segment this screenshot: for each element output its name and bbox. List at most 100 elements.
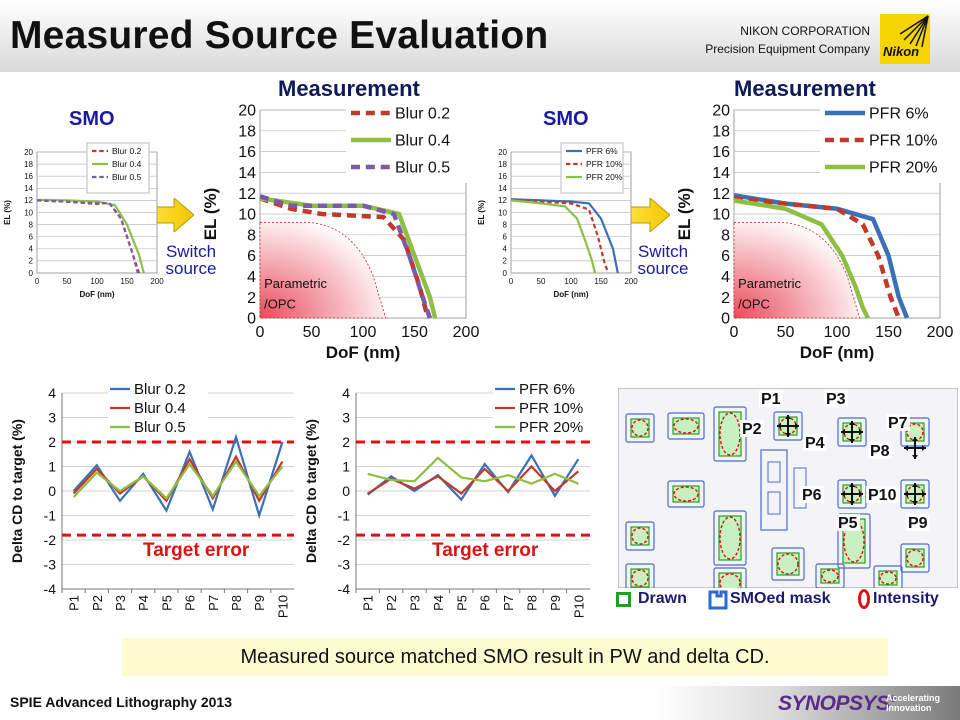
smo-mask-shape — [900, 543, 930, 573]
x-tick-label: P3 — [113, 595, 128, 611]
y-tick-label: 0 — [342, 483, 350, 499]
synopsys-logo: SYNOPSYS® Accelerating Innovation — [656, 686, 960, 720]
x-tick-label: P5 — [454, 595, 469, 611]
conference-label: SPIE Advanced Lithography 2013 — [10, 694, 232, 710]
cross-arrowhead — [859, 429, 863, 435]
parametric-opc-region — [733, 221, 861, 319]
smo-mask-shape — [625, 563, 655, 588]
x-tick-label: 0 — [256, 324, 265, 341]
cross-arrowhead — [849, 501, 855, 505]
drawn-shape — [630, 568, 650, 588]
smo-mask-shape — [625, 521, 655, 551]
y-tick-label: 2 — [48, 434, 56, 450]
switch-source-right: Switch source — [630, 243, 696, 277]
smo-mask-shape — [767, 491, 781, 515]
contact-feature — [815, 563, 845, 588]
x-tick-label: P8 — [229, 595, 244, 611]
x-tick-label: 150 — [401, 324, 428, 341]
x-tick-label: P1 — [67, 595, 82, 611]
measurement-cross-icon — [841, 483, 863, 505]
nikon-logo: Nikon — [880, 14, 930, 64]
x-tick-label: 150 — [875, 324, 902, 341]
point-label-bg — [803, 434, 827, 451]
legend-label: PFR 20% — [586, 172, 623, 182]
y-tick-label: 6 — [247, 248, 256, 265]
contact-feature — [625, 413, 655, 443]
y-tick-label: 18 — [24, 160, 33, 169]
intensity-contour — [719, 573, 741, 588]
x-axis-title: DoF (nm) — [553, 290, 588, 299]
y-tick-label: 6 — [503, 233, 508, 242]
legend-label: PFR 20% — [869, 160, 937, 177]
cross-arrowhead — [904, 491, 908, 497]
intensity-contour — [631, 527, 649, 545]
switch-line1: Switch — [637, 242, 689, 261]
legend-intensity: Intensity — [873, 590, 939, 607]
legend-label: PFR 6% — [586, 146, 618, 156]
cross-arrowhead — [849, 421, 855, 425]
cross-arrowhead — [785, 415, 791, 419]
x-tick-label: 150 — [120, 277, 134, 286]
drawn-shape — [672, 485, 700, 503]
series-line — [259, 194, 433, 319]
point-label: P4 — [805, 435, 825, 452]
intensity-contour — [879, 571, 897, 585]
legend-drawn: Drawn — [638, 590, 687, 607]
point-label-bg — [886, 414, 910, 431]
x-tick-label: P5 — [159, 595, 174, 611]
cross-arrowhead — [912, 437, 918, 441]
y-tick-label: 18 — [498, 160, 507, 169]
y-tick-label: 20 — [712, 103, 730, 120]
y-tick-label: 14 — [712, 165, 730, 182]
x-tick-label: P9 — [252, 595, 267, 611]
cross-arrowhead — [912, 483, 918, 487]
legend: Blur 0.2 Blur 0.4 Blur 0.5 — [86, 142, 150, 194]
switch-line1: Switch — [165, 242, 217, 261]
y-axis-title: EL (%) — [201, 188, 220, 241]
y-tick-label: 8 — [721, 227, 730, 244]
y-tick-label: 10 — [238, 207, 256, 224]
y-tick-label: 0 — [503, 269, 508, 278]
synopsys-brand-mark: ® — [889, 694, 897, 704]
legend-label: Blur 0.2 — [134, 381, 186, 398]
legend-box — [86, 142, 150, 194]
y-tick-label: 4 — [247, 269, 256, 286]
y-tick-label: 20 — [498, 148, 507, 157]
drawn-shape — [630, 418, 650, 438]
series-line — [510, 199, 597, 274]
drawn-swatch-icon — [616, 592, 631, 607]
smo-mask-shape — [900, 479, 930, 509]
contact-feature — [713, 510, 747, 566]
chart-delta-cd-blur: -4 -3 -2 -1 0 1 2 3 4 P1 P2 P3 P4 P5 P6 P7 P8 P9 P10 Target… — [9, 380, 294, 618]
synopsys-brand-text: SYNOPSYS — [778, 692, 890, 715]
x-axis-title: DoF (nm) — [326, 343, 401, 362]
smo-mask-shape — [713, 510, 747, 566]
y-tick-label: 14 — [238, 165, 256, 182]
point-label: P8 — [870, 443, 890, 460]
x-tick-label: P7 — [206, 595, 221, 611]
contact-feature — [900, 543, 930, 573]
smo-mask-shape — [713, 567, 747, 588]
parametric-label: /OPC — [738, 297, 770, 312]
y-tick-label: 12 — [498, 196, 507, 205]
y-tick-label: 0 — [247, 311, 256, 328]
y-tick-label: 10 — [712, 207, 730, 224]
point-label-bg — [824, 390, 848, 407]
legend: Blur 0.2 Blur 0.4 Blur 0.5 — [108, 380, 208, 436]
legend: PFR 6% PFR 10% PFR 20% — [820, 98, 944, 183]
y-tick-label: -3 — [338, 557, 351, 573]
page-title: Measured Source Evaluation — [10, 14, 549, 57]
y-tick-label: 4 — [342, 385, 350, 401]
measurement-title-right: Measurement — [734, 76, 876, 101]
contact-feature — [625, 521, 655, 551]
drawn-shape — [630, 526, 650, 546]
point-label: P1 — [761, 391, 781, 408]
intensity-contour — [631, 569, 649, 587]
mask-layout-image: P1 P2 P3 P4 P5 P6 P7 P8 P9 P10 — [618, 388, 958, 588]
y-tick-label: 1 — [48, 459, 56, 475]
legend-label: Blur 0.4 — [395, 133, 450, 150]
smo-mask-shape — [625, 413, 655, 443]
x-tick-label: P6 — [183, 595, 198, 611]
